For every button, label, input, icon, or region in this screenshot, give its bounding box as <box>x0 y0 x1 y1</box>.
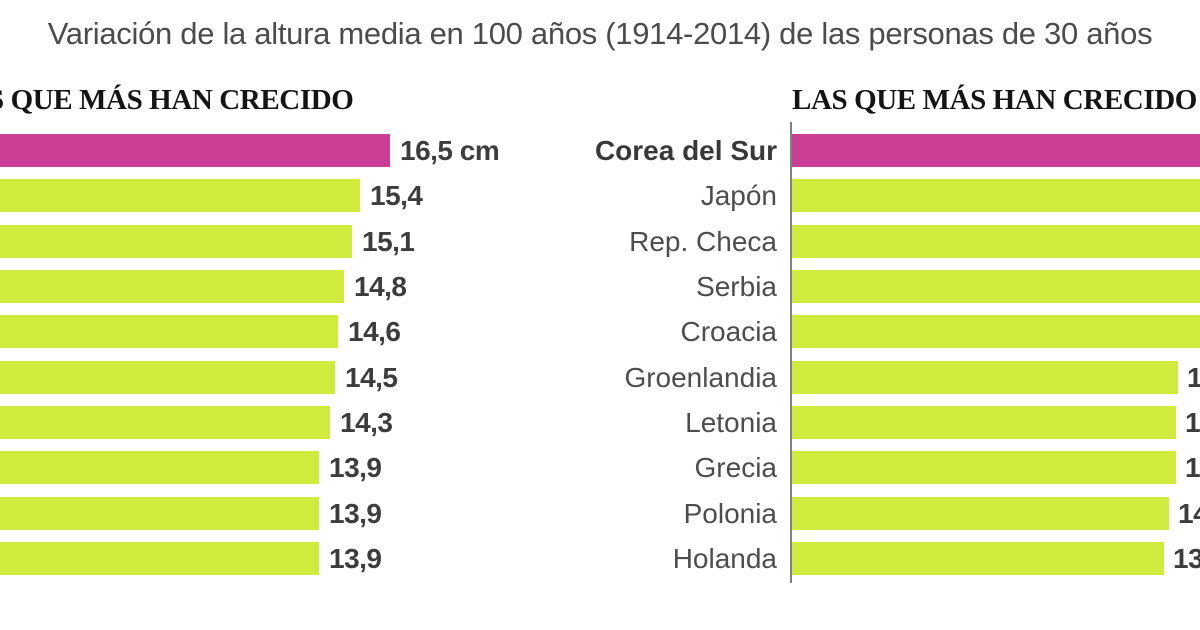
left-bar <box>0 315 338 348</box>
left-bar <box>0 225 352 258</box>
right-bar <box>792 497 1169 530</box>
chart-row: 15,1 Rep. Checa <box>0 225 1200 258</box>
left-bar <box>0 361 335 394</box>
right-value-label-partial: 14 <box>1185 407 1200 438</box>
right-panel-header: LAS QUE MÁS HAN CRECIDO <box>792 84 1197 116</box>
country-label: Groenlandia <box>624 362 777 393</box>
left-value-label: 14,3 <box>340 407 393 438</box>
left-bar <box>0 542 319 575</box>
left-value-label: 13,9 <box>329 498 382 529</box>
chart-row: 15,4 Japón <box>0 179 1200 212</box>
right-value-label-partial: 14 <box>1178 498 1200 529</box>
center-divider <box>790 122 792 583</box>
country-label: Corea del Sur <box>594 135 777 166</box>
left-value-label: 14,5 <box>345 362 398 393</box>
country-label: Croacia <box>680 316 777 347</box>
right-bar <box>792 542 1164 575</box>
right-bar <box>792 451 1176 484</box>
left-value-label: 13,9 <box>329 452 382 483</box>
country-label: Japón <box>700 180 777 211</box>
left-value-label: 16,5 cm <box>400 135 500 166</box>
right-bar <box>792 315 1200 348</box>
country-label: Grecia <box>694 452 777 483</box>
right-value-label-partial: 13 <box>1173 543 1200 574</box>
left-value-label: 14,6 <box>348 316 401 347</box>
left-bar <box>0 134 390 167</box>
country-label: Serbia <box>696 271 777 302</box>
left-bar <box>0 406 330 439</box>
right-bar <box>792 361 1178 394</box>
country-label: Polonia <box>683 498 777 529</box>
left-bar <box>0 270 344 303</box>
right-bar <box>792 270 1200 303</box>
chart-row: 14,3 Letonia 14 <box>0 406 1200 439</box>
chart-row: 13,9 Polonia 14 <box>0 497 1200 530</box>
left-value-label: 15,4 <box>370 180 423 211</box>
left-bar <box>0 497 319 530</box>
right-bar <box>792 406 1176 439</box>
chart-row: 14,6 Croacia <box>0 315 1200 348</box>
left-value-label: 13,9 <box>329 543 382 574</box>
chart-row: 14,8 Serbia <box>0 270 1200 303</box>
country-label: Holanda <box>672 543 777 574</box>
right-bar <box>792 179 1200 212</box>
chart-row: 14,5 Groenlandia 1 <box>0 361 1200 394</box>
right-value-label-partial: 14 <box>1185 452 1200 483</box>
right-bar <box>792 225 1200 258</box>
chart-title: Variación de la altura media en 100 años… <box>47 16 1153 51</box>
left-panel-header: S QUE MÁS HAN CRECIDO <box>0 84 354 116</box>
left-value-label: 15,1 <box>362 226 415 257</box>
chart-row: 16,5 cm Corea del Sur <box>0 134 1200 167</box>
country-label: Rep. Checa <box>629 226 777 257</box>
right-bar <box>792 134 1200 167</box>
right-value-label-partial: 1 <box>1187 362 1200 393</box>
left-bar <box>0 451 319 484</box>
chart-row: 13,9 Grecia 14 <box>0 451 1200 484</box>
chart-row: 13,9 Holanda 13 <box>0 542 1200 575</box>
left-bar <box>0 179 360 212</box>
left-value-label: 14,8 <box>354 271 407 302</box>
country-label: Letonia <box>685 407 777 438</box>
